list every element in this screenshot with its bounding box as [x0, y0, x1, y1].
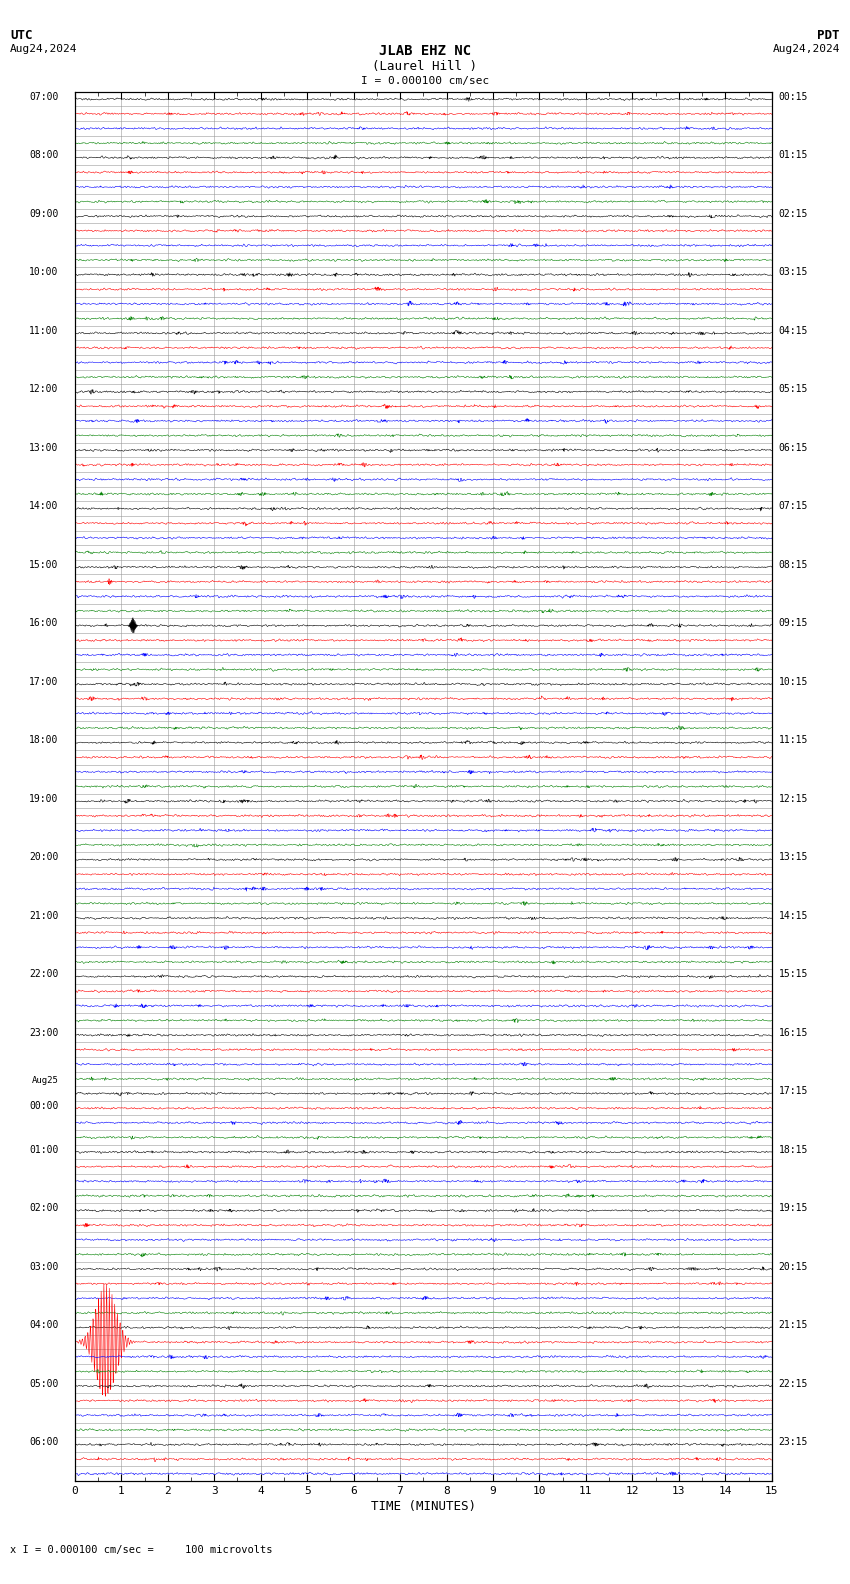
- Text: 14:00: 14:00: [29, 501, 59, 512]
- Text: 06:00: 06:00: [29, 1437, 59, 1448]
- Text: 08:15: 08:15: [779, 559, 808, 570]
- Text: 11:00: 11:00: [29, 326, 59, 336]
- Text: PDT: PDT: [818, 29, 840, 41]
- Text: 22:15: 22:15: [779, 1378, 808, 1389]
- Text: JLAB EHZ NC: JLAB EHZ NC: [379, 44, 471, 59]
- Text: 16:00: 16:00: [29, 618, 59, 629]
- Text: 22:00: 22:00: [29, 969, 59, 979]
- Text: 09:15: 09:15: [779, 618, 808, 629]
- Text: 04:00: 04:00: [29, 1319, 59, 1331]
- Text: 01:00: 01:00: [29, 1145, 59, 1155]
- Text: 07:15: 07:15: [779, 501, 808, 512]
- Text: 13:15: 13:15: [779, 852, 808, 862]
- Text: 12:00: 12:00: [29, 385, 59, 394]
- Text: 11:15: 11:15: [779, 735, 808, 746]
- Text: 12:15: 12:15: [779, 794, 808, 803]
- Text: 17:15: 17:15: [779, 1087, 808, 1096]
- X-axis label: TIME (MINUTES): TIME (MINUTES): [371, 1500, 476, 1513]
- Text: 03:00: 03:00: [29, 1262, 59, 1272]
- Text: 16:15: 16:15: [779, 1028, 808, 1038]
- Text: 04:15: 04:15: [779, 326, 808, 336]
- Text: 07:00: 07:00: [29, 92, 59, 101]
- Text: 01:15: 01:15: [779, 150, 808, 160]
- Text: 09:00: 09:00: [29, 209, 59, 219]
- Text: 18:00: 18:00: [29, 735, 59, 746]
- Text: (Laurel Hill ): (Laurel Hill ): [372, 60, 478, 73]
- Text: 00:00: 00:00: [29, 1101, 59, 1110]
- Text: I = 0.000100 cm/sec: I = 0.000100 cm/sec: [361, 76, 489, 86]
- Text: 00:15: 00:15: [779, 92, 808, 101]
- Text: UTC: UTC: [10, 29, 32, 41]
- Text: 20:15: 20:15: [779, 1262, 808, 1272]
- Text: 23:00: 23:00: [29, 1028, 59, 1038]
- Text: 18:15: 18:15: [779, 1145, 808, 1155]
- Text: Aug24,2024: Aug24,2024: [10, 44, 77, 54]
- Text: 17:00: 17:00: [29, 676, 59, 687]
- Text: x I = 0.000100 cm/sec =     100 microvolts: x I = 0.000100 cm/sec = 100 microvolts: [10, 1546, 273, 1555]
- Text: 03:15: 03:15: [779, 268, 808, 277]
- Text: Aug24,2024: Aug24,2024: [773, 44, 840, 54]
- Text: 15:15: 15:15: [779, 969, 808, 979]
- Text: 21:15: 21:15: [779, 1319, 808, 1331]
- Text: 15:00: 15:00: [29, 559, 59, 570]
- Text: 23:15: 23:15: [779, 1437, 808, 1448]
- Text: 19:00: 19:00: [29, 794, 59, 803]
- Text: 02:00: 02:00: [29, 1204, 59, 1213]
- Text: 10:00: 10:00: [29, 268, 59, 277]
- Text: 19:15: 19:15: [779, 1204, 808, 1213]
- Text: 14:15: 14:15: [779, 911, 808, 920]
- Text: 08:00: 08:00: [29, 150, 59, 160]
- Text: 05:00: 05:00: [29, 1378, 59, 1389]
- Text: 13:00: 13:00: [29, 444, 59, 453]
- Text: Aug25: Aug25: [31, 1077, 59, 1085]
- Text: 21:00: 21:00: [29, 911, 59, 920]
- Text: 10:15: 10:15: [779, 676, 808, 687]
- Text: 06:15: 06:15: [779, 444, 808, 453]
- Text: 05:15: 05:15: [779, 385, 808, 394]
- Text: 20:00: 20:00: [29, 852, 59, 862]
- Text: 02:15: 02:15: [779, 209, 808, 219]
